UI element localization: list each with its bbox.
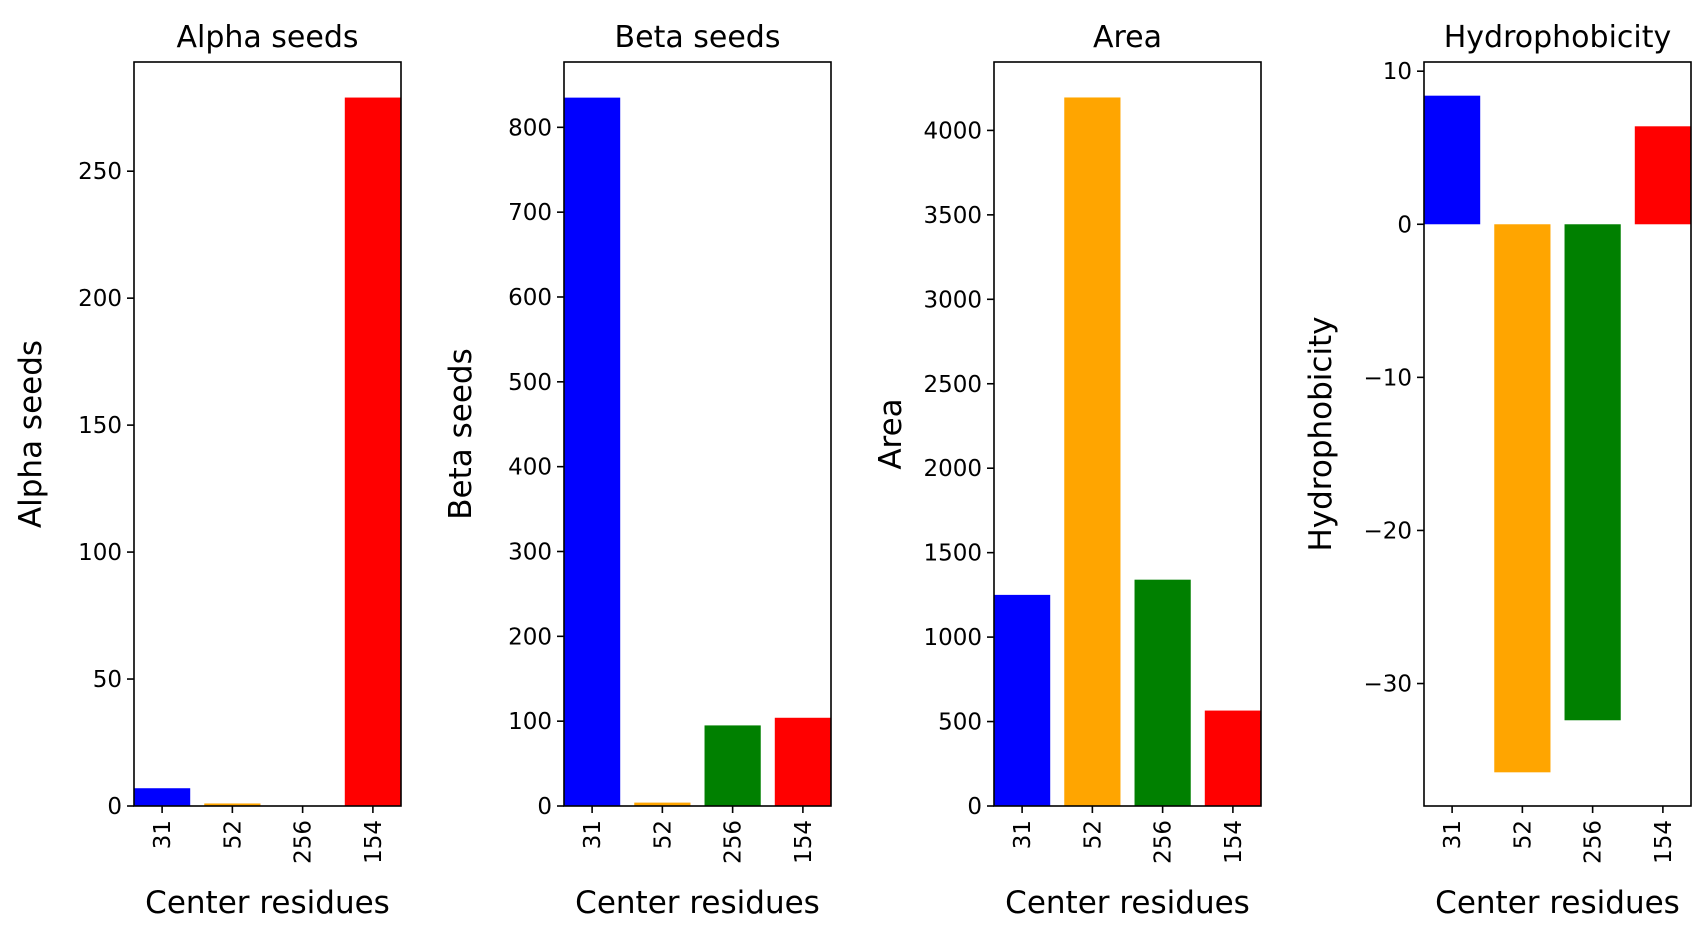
- plot-frame: [1423, 61, 1692, 807]
- x-tick-label: 154: [1221, 820, 1247, 864]
- bar-154: [1634, 126, 1691, 225]
- bar-31: [134, 788, 191, 806]
- bar-31: [564, 97, 621, 806]
- y-axis-label: Beta seeds: [443, 348, 479, 519]
- y-tick-label: 4000: [923, 118, 982, 144]
- plot-frame: [563, 61, 832, 807]
- bar-31: [1424, 95, 1481, 225]
- x-axis-label: Center residues: [575, 885, 820, 921]
- plot-frame: [993, 61, 1262, 807]
- x-tick-label: 154: [1651, 820, 1677, 864]
- y-tick-label: 3500: [923, 203, 982, 229]
- x-tick-label: 256: [1151, 820, 1177, 864]
- chart-title: Hydrophobicity: [1444, 20, 1672, 55]
- x-tick-label: 256: [291, 820, 317, 864]
- y-tick-label: 3000: [923, 287, 982, 313]
- y-axis-label: Alpha seeds: [13, 340, 49, 528]
- y-tick-label: −30: [1363, 672, 1412, 698]
- y-tick-label: −10: [1363, 365, 1412, 391]
- chart-title: Alpha seeds: [176, 20, 358, 55]
- bar-154: [344, 97, 401, 807]
- bar-154: [1204, 710, 1261, 806]
- x-tick-label: 31: [1440, 820, 1466, 849]
- y-tick-label: 2000: [923, 456, 982, 482]
- bar-256: [1134, 579, 1191, 806]
- x-tick-label: 256: [1581, 820, 1607, 864]
- chart-title: Beta seeds: [615, 20, 781, 55]
- y-tick-label: 800: [508, 115, 552, 141]
- x-tick-label: 256: [721, 820, 747, 864]
- y-tick-label: 200: [78, 286, 122, 312]
- x-tick-label: 31: [1010, 820, 1036, 849]
- y-tick-label: 300: [508, 539, 552, 565]
- y-tick-label: 1000: [923, 625, 982, 651]
- y-tick-label: 100: [508, 709, 552, 735]
- y-tick-label: 10: [1383, 59, 1412, 85]
- chart-title: Area: [1093, 20, 1162, 55]
- bar-52: [634, 802, 691, 806]
- y-tick-label: 0: [967, 794, 982, 820]
- x-tick-label: 52: [1080, 820, 1106, 849]
- y-tick-label: 100: [78, 540, 122, 566]
- x-axis-label: Center residues: [1005, 885, 1250, 921]
- y-tick-label: −20: [1363, 518, 1412, 544]
- plot-frame: [133, 61, 402, 807]
- y-tick-label: 2500: [923, 372, 982, 398]
- x-tick-label: 31: [580, 820, 606, 849]
- y-tick-label: 200: [508, 624, 552, 650]
- bar-256: [704, 725, 761, 806]
- x-tick-label: 31: [150, 820, 176, 849]
- y-tick-label: 700: [508, 200, 552, 226]
- y-tick-label: 400: [508, 455, 552, 481]
- y-tick-label: 50: [93, 667, 122, 693]
- x-tick-label: 52: [220, 820, 246, 849]
- y-tick-label: 500: [938, 710, 982, 736]
- x-tick-label: 52: [1510, 820, 1536, 849]
- bar-52: [1064, 97, 1121, 807]
- y-tick-label: 500: [508, 370, 552, 396]
- x-tick-label: 154: [361, 820, 387, 864]
- x-axis-label: Center residues: [145, 885, 390, 921]
- x-axis-label: Center residues: [1435, 885, 1680, 921]
- y-tick-label: 0: [537, 794, 552, 820]
- x-tick-label: 52: [650, 820, 676, 849]
- bar-52: [204, 803, 261, 806]
- chart-panel-1: 0 50 100 150 200 250 31 52 256 154 Alpha seeds Cent…: [13, 20, 402, 921]
- x-tick-label: 154: [791, 820, 817, 864]
- y-tick-label: 0: [107, 794, 122, 820]
- y-tick-label: 0: [1397, 212, 1412, 238]
- y-tick-label: 250: [78, 159, 122, 185]
- bar-52: [1494, 224, 1551, 773]
- bar-256: [1564, 224, 1621, 721]
- bar-154: [774, 717, 831, 806]
- bar-31: [994, 594, 1051, 806]
- y-axis-label: Hydrophobicity: [1303, 316, 1339, 551]
- y-axis-label: Area: [873, 398, 909, 469]
- chart-panel-2: 0 100 200 300 400 500 600 700 800 31 52 256 154 Beta …: [443, 20, 832, 921]
- y-tick-label: 600: [508, 285, 552, 311]
- chart-panel-4: −30 −20 −10 0 10 31 52 256 154 Hydrophobicity Cent…: [1303, 20, 1692, 921]
- y-tick-label: 1500: [923, 541, 982, 567]
- chart-panel-3: 0 500 1000 1500 2000 2500 3000 3500 4000 31 52 256 1…: [873, 20, 1262, 921]
- y-tick-label: 150: [78, 413, 122, 439]
